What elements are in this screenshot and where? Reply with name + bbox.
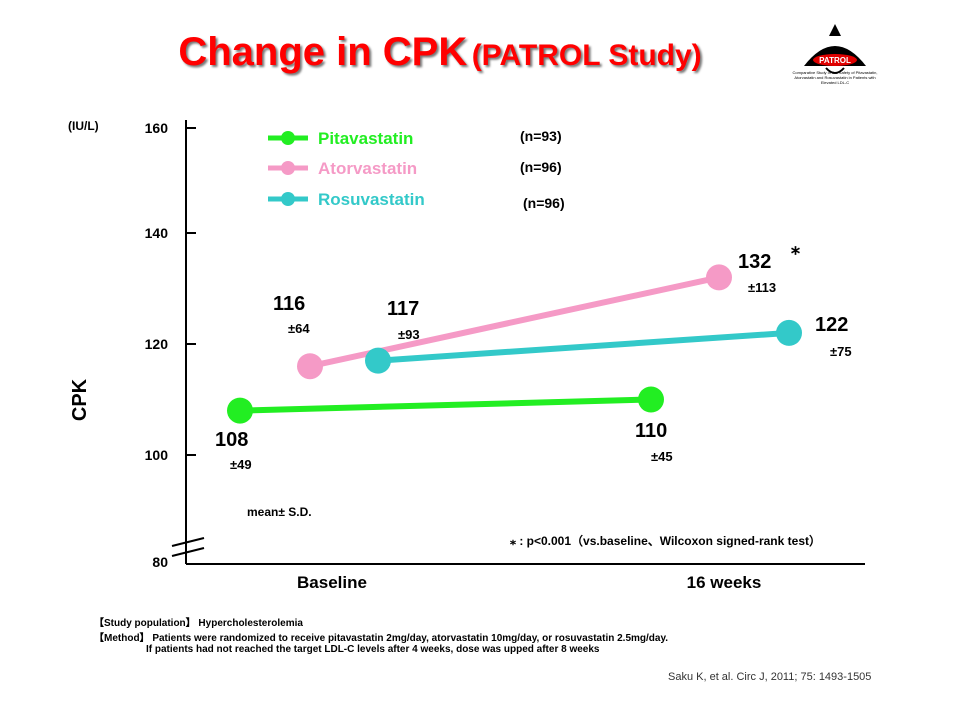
legend-n: (n=96) <box>520 159 562 175</box>
significance-marker: ⁎ <box>791 238 800 258</box>
data-point <box>365 347 391 374</box>
y-axis-unit: (IU/L) <box>68 119 99 133</box>
series-line <box>377 329 790 364</box>
data-point <box>776 319 802 346</box>
study-population: 【Study population】 Hypercholesterolemia <box>94 618 303 629</box>
sd-label: ±49 <box>230 457 252 472</box>
title-sub: (PATROL Study) <box>471 39 702 72</box>
sd-label: ±75 <box>830 344 852 359</box>
data-label: 110 <box>635 420 667 442</box>
slide-title: Change in CPK (PATROL Study) <box>0 30 880 75</box>
y-tick-label: 120 <box>145 336 169 352</box>
data-label: 122 <box>815 314 848 336</box>
sd-label: ±45 <box>651 449 673 464</box>
data-point <box>638 386 664 413</box>
study-method: 【Method】 Patients were randomized to rec… <box>94 633 669 644</box>
sd-label: ±113 <box>748 280 776 295</box>
y-tick-label: 100 <box>145 447 169 463</box>
significance-note: ⁎ : p<0.001（vs.baseline、Wilcoxon signed-… <box>510 533 821 548</box>
study-method-detail: If patients had not reached the target L… <box>146 644 600 655</box>
patrol-logo-icon: PATROL <box>804 24 866 74</box>
legend-label: Atorvastatin <box>318 159 417 178</box>
axis-break-mark <box>171 547 205 557</box>
axis-break-mark <box>171 537 205 547</box>
legend-marker <box>281 131 295 145</box>
data-label: 116 <box>273 293 305 315</box>
legend-label: Rosuvastatin <box>318 190 425 209</box>
data-label: 108 <box>215 429 248 451</box>
citation: Saku K, et al. Circ J, 2011; 75: 1493-15… <box>668 671 872 683</box>
x-tick-label: Baseline <box>297 573 367 592</box>
legend-marker <box>281 192 295 206</box>
data-label: 132 <box>738 251 771 273</box>
legend-marker <box>281 161 295 175</box>
data-point <box>227 397 253 424</box>
x-tick-label: 16 weeks <box>687 573 762 592</box>
legend-n: (n=93) <box>520 128 562 144</box>
data-point <box>297 353 323 380</box>
y-axis-label: CPK <box>69 378 91 421</box>
data-label: 117 <box>387 298 419 320</box>
y-tick-label: 80 <box>152 554 168 570</box>
legend-label: Pitavastatin <box>318 129 413 148</box>
series-line <box>239 396 652 414</box>
title-main: Change in CPK <box>178 30 468 74</box>
sd-label: ±93 <box>398 327 420 342</box>
data-point <box>706 264 732 291</box>
mean-sd-note: mean± S.D. <box>247 505 312 519</box>
y-tick-label: 160 <box>145 120 169 136</box>
logo-label: PATROL <box>819 56 851 65</box>
logo-caption: Comparative Study of the Safety of Pitav… <box>792 70 878 85</box>
y-tick-label: 140 <box>145 225 169 241</box>
legend-n: (n=96) <box>523 195 565 211</box>
sd-label: ±64 <box>288 321 310 336</box>
